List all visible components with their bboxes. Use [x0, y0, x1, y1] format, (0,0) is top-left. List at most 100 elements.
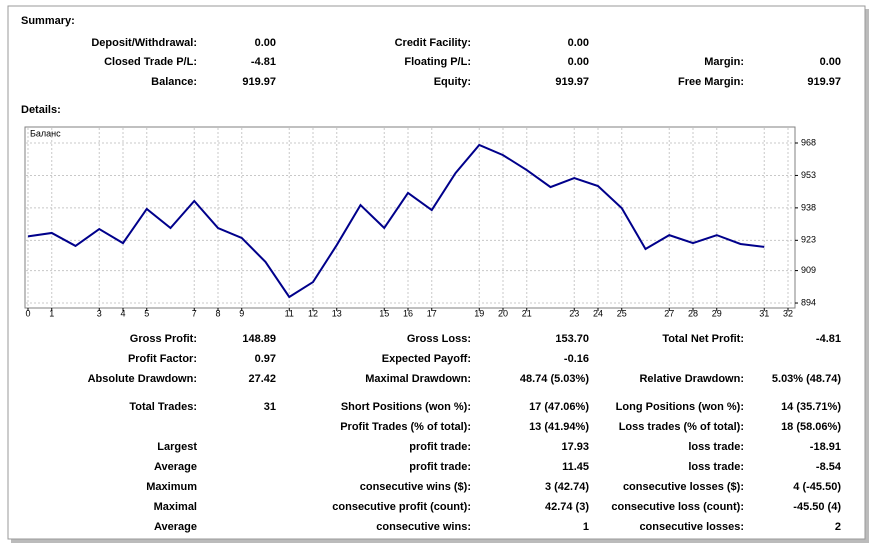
x-tick-label: 0	[25, 308, 30, 318]
cell-label: Balance:	[151, 76, 197, 88]
cell-label: consecutive losses:	[639, 521, 744, 533]
cell-label: Total Trades:	[129, 401, 197, 413]
x-tick-label: 29	[712, 308, 722, 318]
cell-value: 17 (47.06%)	[529, 401, 589, 413]
x-tick-label: 7	[192, 308, 197, 318]
cell-label: Expected Payoff:	[382, 353, 471, 365]
cell-label: consecutive wins ($):	[360, 481, 471, 493]
cell-label: Loss trades (% of total):	[619, 421, 744, 433]
summary-title: Summary:	[21, 15, 75, 27]
cell-value: 5.03% (48.74)	[772, 373, 841, 385]
cell-label: Total Net Profit:	[662, 333, 744, 345]
series-line	[27, 143, 765, 299]
cell-value: 0.00	[820, 56, 841, 68]
x-tick-label: 8	[215, 308, 220, 318]
cell-value: -4.81	[251, 56, 276, 68]
cell-value: 18 (58.06%)	[781, 421, 841, 433]
cell-value: 4 (-45.50)	[793, 481, 841, 493]
x-tick-label: 31	[759, 308, 769, 318]
y-tick-label: 923	[801, 235, 816, 245]
cell-label: Maximal Drawdown:	[365, 373, 471, 385]
cell-value: 148.89	[242, 333, 276, 345]
x-tick-label: 17	[427, 308, 437, 318]
cell-label: Gross Profit:	[130, 333, 197, 345]
cell-label: Margin:	[704, 56, 744, 68]
cell-label: loss trade:	[688, 441, 744, 453]
x-tick-label: 15	[379, 308, 389, 318]
cell-label: Long Positions (won %):	[616, 401, 744, 413]
cell-label: Profit Factor:	[128, 353, 197, 365]
cell-label: consecutive profit (count):	[332, 501, 471, 513]
x-tick-label: 23	[569, 308, 579, 318]
cell-label: Absolute Drawdown:	[88, 373, 197, 385]
cell-label: Credit Facility:	[395, 37, 471, 49]
cell-label: Free Margin:	[678, 76, 744, 88]
cell-value: 0.00	[255, 37, 276, 49]
x-tick-label: 32	[783, 308, 793, 318]
x-tick-label: 13	[332, 308, 342, 318]
y-tick-label: 894	[801, 297, 816, 307]
cell-value: 3 (42.74)	[545, 481, 589, 493]
cell-label: Short Positions (won %):	[341, 401, 471, 413]
x-tick-label: 9	[239, 308, 244, 318]
cell-value: 31	[264, 401, 276, 413]
cell-label: consecutive loss (count):	[611, 501, 744, 513]
legend-label: Баланс	[30, 128, 61, 138]
chart-area	[24, 126, 796, 309]
cell-value: 48.74 (5.03%)	[520, 373, 589, 385]
cell-value: 42.74 (3)	[545, 501, 589, 513]
cell-value: -8.54	[816, 461, 842, 473]
x-tick-label: 3	[97, 308, 102, 318]
cell-value: 919.97	[242, 76, 276, 88]
cell-value: 919.97	[555, 76, 589, 88]
cell-label: Profit Trades (% of total):	[340, 421, 471, 433]
x-tick-label: 11	[285, 308, 294, 318]
x-tick-label: 16	[403, 308, 413, 318]
cell-label: consecutive wins:	[376, 521, 471, 533]
cell-label: Maximal	[154, 501, 197, 513]
cell-value: -4.81	[816, 333, 841, 345]
cell-label: Closed Trade P/L:	[104, 56, 197, 68]
details-title: Details:	[21, 104, 61, 116]
y-tick-label: 938	[801, 202, 816, 212]
x-tick-label: 20	[498, 308, 508, 318]
cell-label: profit trade:	[409, 441, 471, 453]
cell-label: Gross Loss:	[407, 333, 471, 345]
y-tick-label: 968	[801, 137, 816, 147]
cell-label: Maximum	[146, 481, 197, 493]
cell-value: -0.16	[564, 353, 589, 365]
cell-value: -18.91	[810, 441, 841, 453]
x-tick-label: 27	[664, 308, 674, 318]
cell-label: consecutive losses ($):	[623, 481, 744, 493]
cell-value: 0.97	[255, 353, 276, 365]
cell-value: 919.97	[807, 76, 841, 88]
cell-label: Equity:	[434, 76, 471, 88]
cell-label: Average	[154, 461, 197, 473]
cell-value: 11.45	[562, 461, 589, 473]
x-tick-label: 4	[120, 308, 125, 318]
cell-value: 0.00	[568, 56, 589, 68]
cell-value: 17.93	[561, 441, 589, 453]
x-tick-label: 21	[522, 308, 532, 318]
x-tick-label: 19	[474, 308, 484, 318]
cell-value: 1	[583, 521, 589, 533]
x-tick-label: 1	[49, 308, 54, 318]
cell-value: 153.70	[555, 333, 589, 345]
x-tick-label: 25	[617, 308, 627, 318]
cell-value: 14 (35.71%)	[781, 401, 841, 413]
x-tick-label: 12	[308, 308, 318, 318]
cell-value: -45.50 (4)	[793, 501, 841, 513]
cell-value: 13 (41.94%)	[529, 421, 589, 433]
cell-value: 0.00	[568, 37, 589, 49]
cell-label: Average	[154, 521, 197, 533]
cell-label: profit trade:	[409, 461, 471, 473]
cell-label: Relative Drawdown:	[639, 373, 744, 385]
cell-value: 2	[835, 521, 841, 533]
x-tick-label: 24	[593, 308, 603, 318]
cell-label: loss trade:	[688, 461, 744, 473]
y-tick-label: 909	[801, 265, 816, 275]
cell-label: Floating P/L:	[404, 56, 471, 68]
y-tick-label: 953	[801, 170, 816, 180]
cell-label: Largest	[157, 441, 197, 453]
